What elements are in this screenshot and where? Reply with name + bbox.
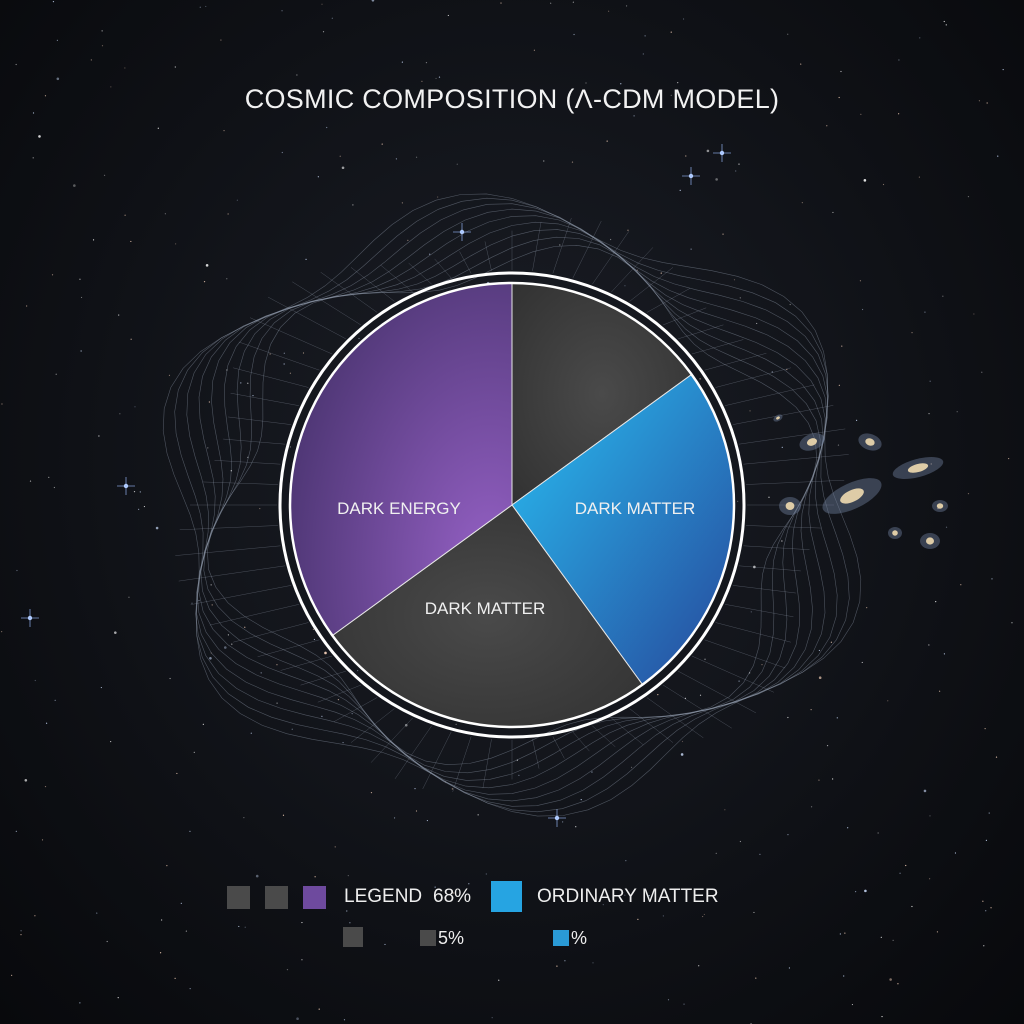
chart-title: COSMIC COMPOSITION (Λ-CDM MODEL): [244, 84, 780, 114]
legend-percent-68: 68%: [433, 886, 472, 907]
legend-swatch-blue-small: [553, 930, 569, 946]
pie-inner-ring: [288, 281, 736, 729]
legend-percent-5: 5%: [438, 928, 465, 948]
slice-label-2: DARK MATTER: [425, 599, 546, 618]
legend-swatch-gray-1: [227, 886, 250, 909]
legend-heading: LEGEND: [344, 886, 423, 907]
slice-label-3: DARK ENERGY: [337, 499, 461, 518]
legend-swatch-purple: [303, 886, 326, 909]
legend-swatch-gray-2: [265, 886, 288, 909]
legend-label-ordinary-matter: ORDINARY MATTER: [537, 886, 719, 907]
galaxy-cluster: [773, 414, 948, 549]
slice-label-1: DARK MATTER: [575, 499, 696, 518]
legend-swatch-gray-4: [420, 930, 436, 946]
pie-outer-ring: [278, 271, 746, 739]
legend-percent-blank: %: [571, 928, 588, 948]
legend-swatch-blue-large: [491, 881, 522, 912]
legend-swatch-gray-3: [343, 927, 363, 947]
spacetime-mesh: [162, 193, 862, 817]
